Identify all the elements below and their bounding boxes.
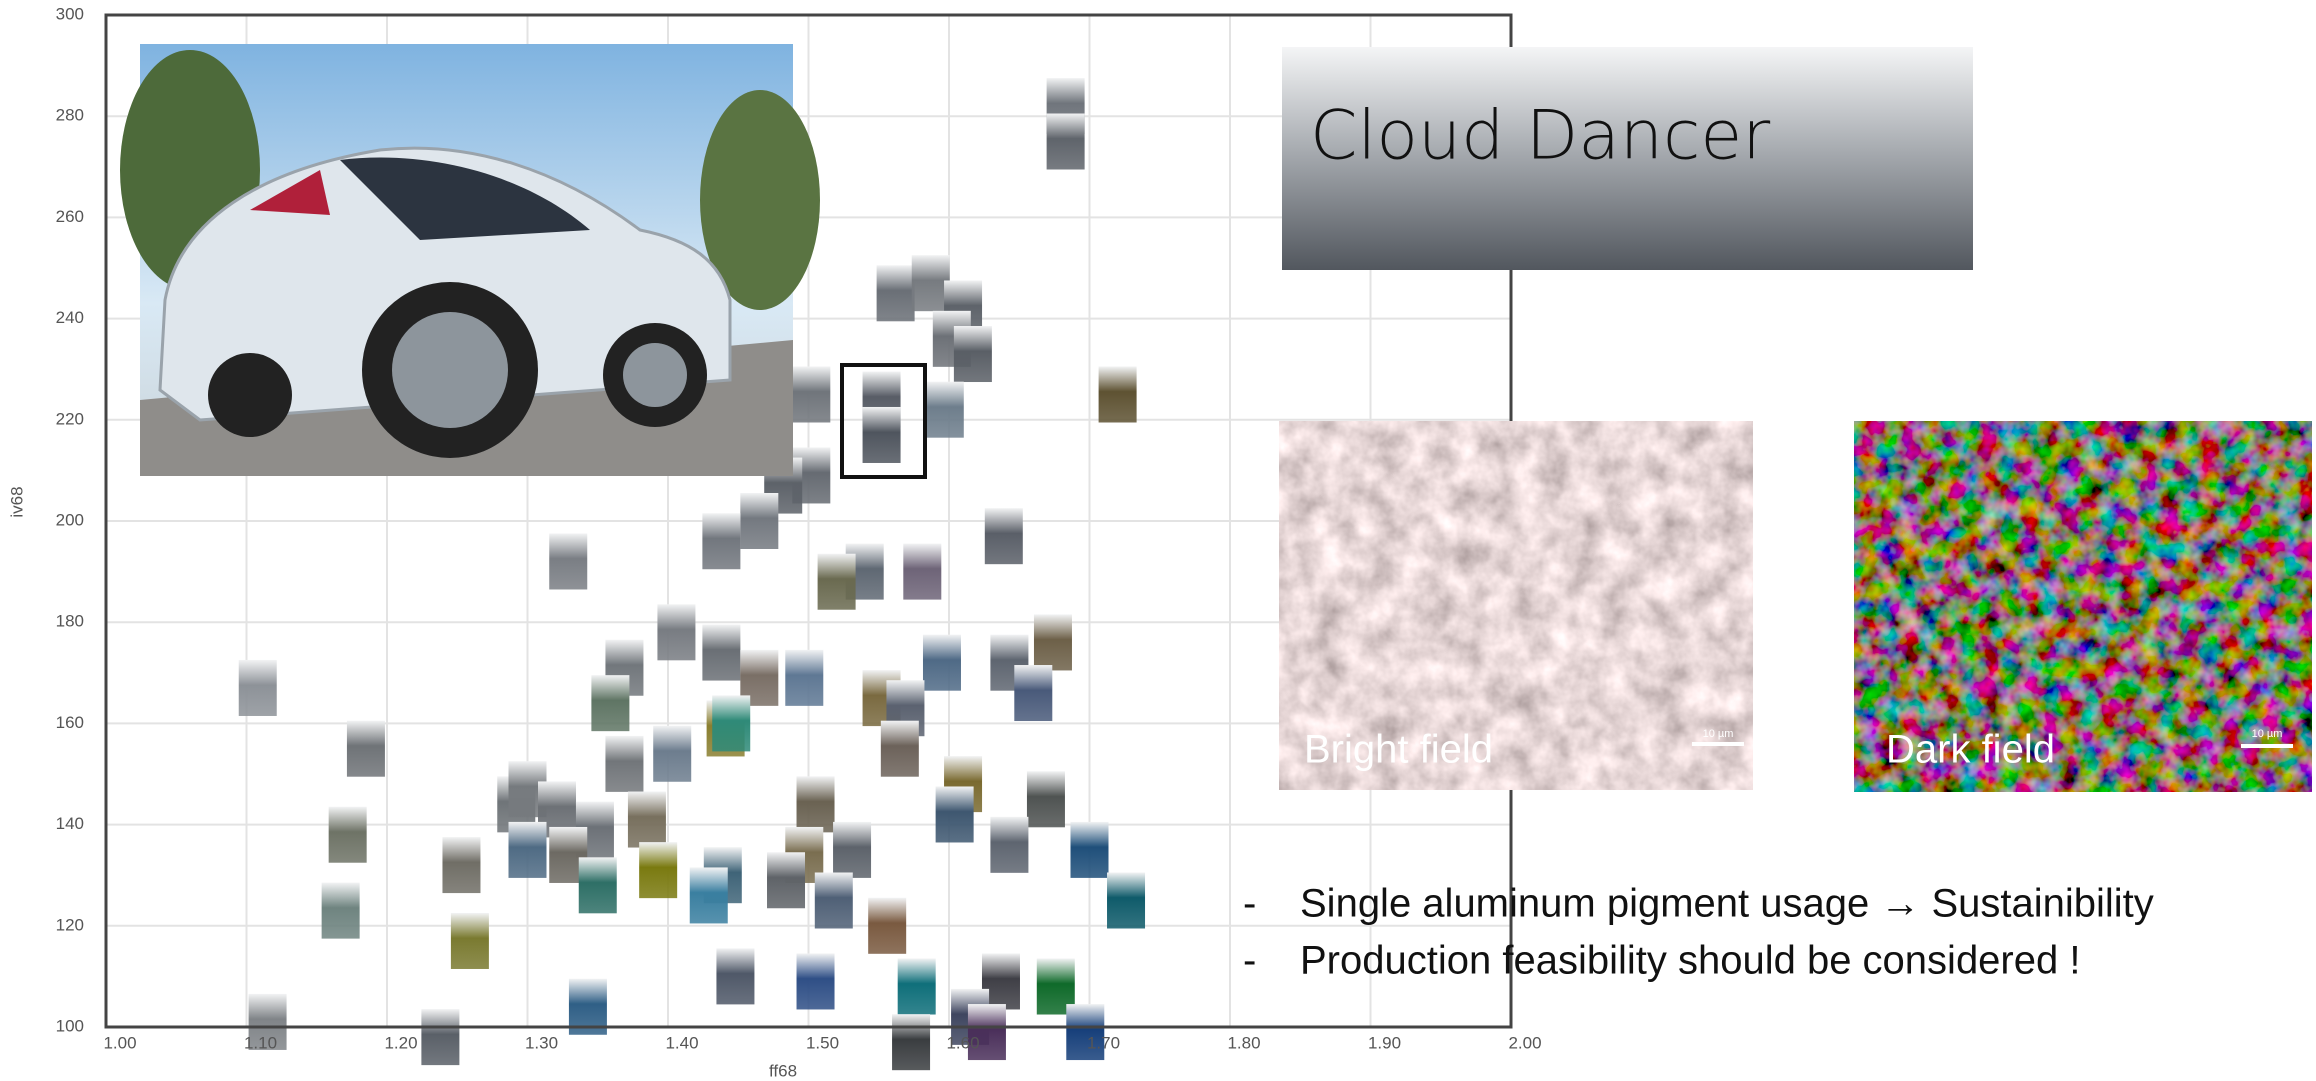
x-tick-label: 1.20 [384,1033,417,1052]
scale-label: 10 µm [1703,728,1734,740]
swatch [862,406,901,463]
swatch [346,720,385,777]
swatch [767,852,806,909]
bullet-marker: - [1243,939,1256,983]
swatch [792,366,831,423]
y-tick-label: 120 [56,915,84,934]
swatch [716,948,755,1005]
swatch [922,634,961,691]
swatch [935,786,974,843]
swatch [578,857,617,914]
y-tick-label: 200 [56,510,84,529]
swatch [984,508,1023,565]
y-tick-label: 220 [56,409,84,428]
swatch [702,513,741,570]
x-tick-label: 1.90 [1368,1033,1401,1052]
x-axis-title: ff68 [769,1061,797,1080]
image-label: Bright field [1304,728,1493,772]
x-tick-label: 1.60 [946,1033,979,1052]
x-tick-label: 1.30 [525,1033,558,1052]
y-tick-label: 160 [56,713,84,732]
swatch [442,837,481,894]
swatch [508,821,547,878]
swatch [248,993,287,1050]
swatch [1046,113,1085,170]
swatch [897,958,936,1015]
swatch [990,816,1029,873]
x-tick-label: 1.50 [806,1033,839,1052]
y-tick-label: 100 [56,1016,84,1035]
swatch [1107,872,1146,929]
swatch [1098,366,1137,423]
swatch [1014,665,1053,722]
swatch [880,720,919,777]
swatch [814,872,853,929]
y-tick-label: 240 [56,308,84,327]
swatch [876,265,915,322]
swatch [450,912,489,969]
swatch [591,675,630,732]
swatch [568,978,607,1035]
x-tick-label: 1.10 [244,1033,277,1052]
bullet-text: Production feasibility should be conside… [1300,939,2080,983]
swatch [657,604,696,661]
swatch [796,776,835,833]
y-tick-label: 280 [56,106,84,125]
bright-field-image [1279,421,1753,790]
swatch [925,381,964,438]
y-axis-title: iv68 [7,486,26,517]
highlight-box [840,363,927,479]
title-box [1282,47,1973,270]
title: Cloud Dancer [1310,97,1770,176]
swatch [549,533,588,590]
swatch [868,897,907,954]
image-label: Dark field [1886,728,2055,772]
y-tick-label: 300 [56,4,84,23]
swatch [911,255,950,312]
swatch [605,735,644,792]
swatch [903,543,942,600]
x-tick-label: 2.00 [1508,1033,1541,1052]
swatch [817,553,856,610]
scale-label: 10 µm [2252,728,2283,740]
x-tick-label: 1.80 [1227,1033,1260,1052]
x-tick-label: 1.70 [1087,1033,1120,1052]
swatch [740,493,779,549]
y-tick-label: 140 [56,814,84,833]
swatch [639,842,678,899]
swatch [328,806,367,863]
swatch [785,649,824,706]
swatch [967,1004,1006,1061]
swatch [953,326,992,383]
x-tick-label: 1.00 [103,1033,136,1052]
plot [105,14,1512,1071]
y-tick-label: 260 [56,207,84,226]
swatch [1070,821,1109,878]
swatch [238,659,277,716]
swatch [712,695,751,752]
bullet-text: Single aluminum pigment usage → Sustaini… [1300,882,2154,926]
y-tick-label: 180 [56,612,84,631]
dark-field-image [1854,421,2312,792]
swatch [702,624,741,681]
swatch [321,882,360,939]
swatch [1026,771,1065,828]
x-tick-label: 1.40 [665,1033,698,1052]
swatch [689,867,728,924]
car-photo [120,44,820,476]
swatch [627,791,666,848]
swatch [892,1014,931,1071]
swatch [1033,614,1072,671]
swatch [1066,1004,1105,1061]
bullet-marker: - [1243,882,1256,926]
swatch [653,725,692,782]
swatch [421,1009,460,1066]
swatch [796,953,835,1010]
swatch [833,821,872,878]
